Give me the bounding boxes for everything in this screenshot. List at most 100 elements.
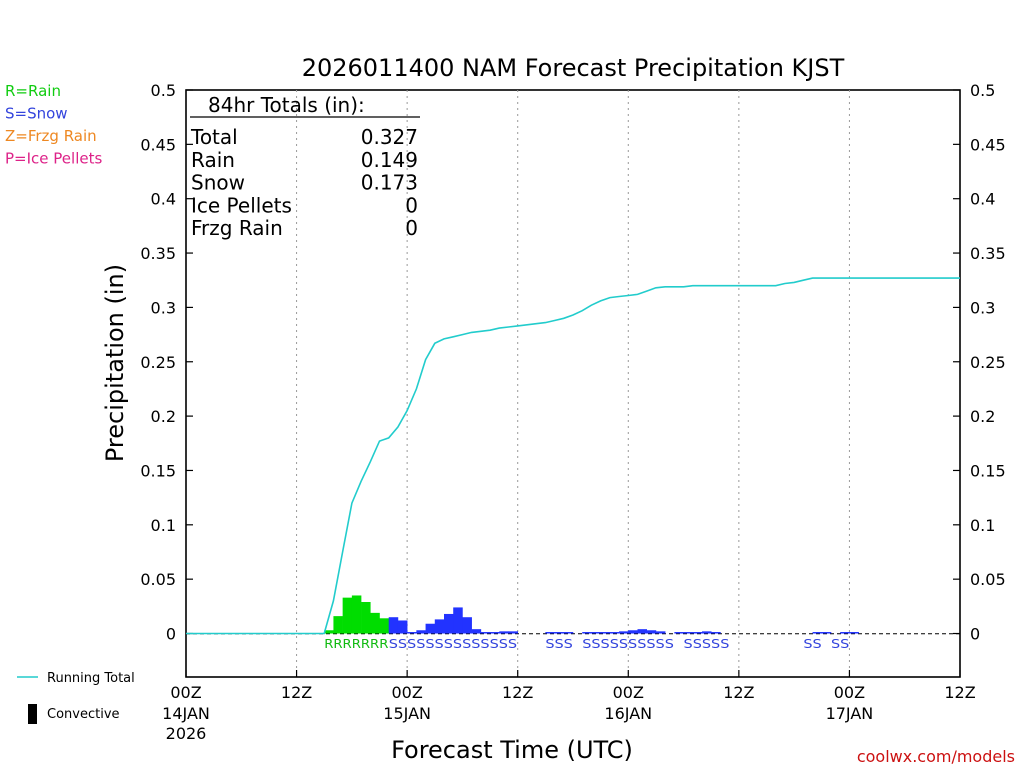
y-tick-label-right: 0.3 xyxy=(970,298,995,317)
precip-type-letters: SSSSSSSSSSSSSS xyxy=(389,637,517,651)
x-tick-label: 12Z xyxy=(723,683,754,702)
y-tick-label-right: 0.1 xyxy=(970,516,995,535)
y-tick-label-left: 0.35 xyxy=(140,244,176,263)
y-tick-label-right: 0 xyxy=(970,625,980,644)
precip-bar xyxy=(370,612,380,634)
precip-bar xyxy=(609,632,620,634)
y-tick-label-left: 0.25 xyxy=(140,353,176,372)
x-tick-label: 12Z xyxy=(502,683,533,702)
precip-bar xyxy=(471,629,482,634)
totals-value: 0 xyxy=(405,216,418,240)
y-tick-label-left: 0.45 xyxy=(140,135,176,154)
precip-bar xyxy=(462,617,472,634)
precip-bar xyxy=(582,632,592,634)
x-axis-label: Forecast Time (UTC) xyxy=(391,736,633,764)
precip-bar xyxy=(591,632,601,634)
x-tick-label: 12Z xyxy=(281,683,312,702)
precip-bar xyxy=(821,632,832,634)
precip-bar xyxy=(333,616,343,634)
precip-bar xyxy=(840,632,850,634)
totals-value: 0.327 xyxy=(361,125,418,149)
grid-lines xyxy=(296,90,850,677)
precip-bar xyxy=(416,630,426,634)
type-legend-item: R=Rain xyxy=(5,82,61,100)
y-tick-label-right: 0.05 xyxy=(970,570,1006,589)
precip-bar xyxy=(683,632,694,634)
precip-bar xyxy=(508,631,519,634)
type-legend-item: P=Ice Pellets xyxy=(5,150,102,168)
convective-legend-swatch xyxy=(28,704,37,724)
precip-type-legend: R=Rain S=Snow Z=Frzg Rain P=Ice Pellets xyxy=(5,82,102,168)
y-axis-ticks: 0 0 0.05 0.05 0.1 0.1 0.15 0.15 0.2 0.2 0.25 0.25 0.… xyxy=(140,81,1005,644)
series-legend-label: Convective xyxy=(47,707,120,722)
y-tick-label-right: 0.2 xyxy=(970,407,995,426)
y-tick-label-left: 0.15 xyxy=(140,461,176,480)
precip-bar xyxy=(692,632,703,634)
y-tick-label-left: 0.05 xyxy=(140,570,176,589)
x-tick-date: 15JAN xyxy=(383,704,431,723)
x-tick-date: 16JAN xyxy=(604,704,652,723)
y-tick-label-left: 0.3 xyxy=(151,298,176,317)
y-axis-label: Precipitation (in) xyxy=(101,264,129,462)
precip-bar xyxy=(702,631,712,634)
precip-bar xyxy=(563,632,574,634)
plot-area-frame xyxy=(185,89,961,678)
totals-value: 0.173 xyxy=(361,171,418,195)
precip-type-strip: RRRRRRR SSSSSSSSSSSSSS SSS SSSSSSSSSS SSSSS S… xyxy=(324,637,849,651)
precip-bar xyxy=(361,601,371,634)
y-tick-label-right: 0.4 xyxy=(970,190,995,209)
y-tick-label-right: 0.45 xyxy=(970,135,1006,154)
y-tick-label-right: 0.5 xyxy=(970,81,995,100)
x-tick-label: 00Z xyxy=(834,683,865,702)
y-tick-label-right: 0.25 xyxy=(970,353,1006,372)
precip-bar xyxy=(444,613,454,634)
x-tick-date: 17JAN xyxy=(826,704,874,723)
x-tick-label: 00Z xyxy=(170,683,201,702)
precip-bar xyxy=(324,630,334,634)
precip-bar xyxy=(619,631,629,634)
precip-type-letters: SSS xyxy=(545,637,573,651)
running-total-line xyxy=(186,277,960,635)
precip-type-letters: SSSSSSSSSS xyxy=(582,637,674,651)
totals-label: Rain xyxy=(191,148,235,172)
totals-label: Snow xyxy=(191,171,245,195)
totals-label: Total xyxy=(190,125,238,149)
totals-label: Frzg Rain xyxy=(191,216,283,240)
precip-bar xyxy=(554,632,565,634)
y-tick-label-right: 0.15 xyxy=(970,461,1006,480)
totals-label: Ice Pellets xyxy=(191,193,292,217)
y-tick-label-left: 0.1 xyxy=(151,516,176,535)
precip-type-letters: RRRRRRR xyxy=(324,637,388,651)
precip-bar xyxy=(407,632,417,634)
chart-title: 2026011400 NAM Forecast Precipitation KJ… xyxy=(302,54,845,82)
precip-type-letters: SS xyxy=(803,637,821,651)
precip-bar xyxy=(812,632,823,634)
x-tick-label: 12Z xyxy=(944,683,975,702)
precip-bar xyxy=(388,617,399,634)
precip-bar xyxy=(379,618,390,634)
x-tick-date: 14JAN xyxy=(162,704,210,723)
precip-bar xyxy=(499,631,509,634)
y-tick-label-left: 0.4 xyxy=(151,190,176,209)
precip-bar xyxy=(425,623,436,634)
y-tick-label-right: 0.35 xyxy=(970,244,1006,263)
precip-bar xyxy=(453,607,463,634)
totals-header: 84hr Totals (in): xyxy=(208,93,365,117)
precip-bar xyxy=(342,597,353,634)
precip-bar xyxy=(600,632,611,634)
credit-text: coolwx.com/models xyxy=(857,747,1015,766)
x-tick-label: 00Z xyxy=(391,683,422,702)
x-tick-label: 00Z xyxy=(613,683,644,702)
series-legend: Running Total Convective xyxy=(17,671,135,724)
y-tick-label-left: 0.2 xyxy=(151,407,176,426)
y-tick-label-left: 0 xyxy=(166,625,176,644)
precip-bar xyxy=(646,630,657,634)
type-legend-item: Z=Frzg Rain xyxy=(5,127,97,145)
series-legend-label: Running Total xyxy=(47,671,135,686)
precip-bar xyxy=(480,632,491,634)
precip-bar xyxy=(711,632,721,634)
y-tick-label-left: 0.5 xyxy=(151,81,176,100)
precip-bar xyxy=(434,619,445,634)
